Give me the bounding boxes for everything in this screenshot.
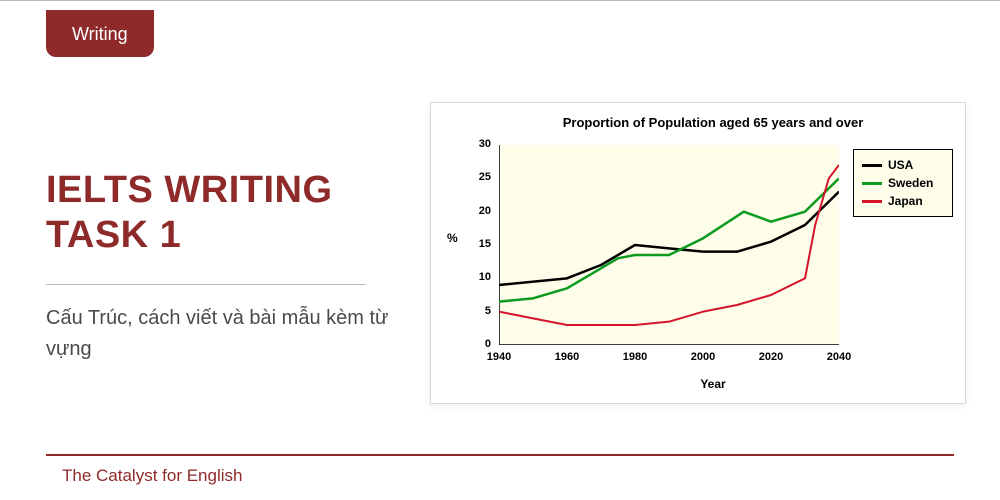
y-tick: 0 — [471, 338, 491, 350]
x-axis-label: Year — [431, 377, 965, 391]
y-tick: 20 — [471, 205, 491, 217]
legend-swatch — [862, 200, 882, 203]
chart-title: Proportion of Population aged 65 years a… — [431, 115, 965, 130]
y-tick: 10 — [471, 271, 491, 283]
headline-block: IELTS WRITING TASK 1 Cấu Trúc, cách viết… — [46, 168, 406, 365]
y-axis-label: % — [447, 231, 458, 245]
legend-item: Japan — [862, 192, 944, 210]
legend-label: Japan — [888, 194, 923, 208]
chart-card: Proportion of Population aged 65 years a… — [430, 102, 966, 404]
legend-swatch — [862, 182, 882, 185]
chart-svg — [499, 145, 839, 345]
y-tick: 25 — [471, 171, 491, 183]
y-tick: 30 — [471, 138, 491, 150]
y-tick: 15 — [471, 238, 491, 250]
subtitle: Cấu Trúc, cách viết và bài mẫu kèm từ vự… — [46, 303, 406, 365]
footer-line — [46, 454, 954, 456]
x-tick: 1940 — [483, 351, 515, 363]
footer-text: The Catalyst for English — [62, 466, 242, 486]
legend-swatch — [862, 164, 882, 167]
x-tick: 2020 — [755, 351, 787, 363]
x-tick: 1960 — [551, 351, 583, 363]
legend-item: USA — [862, 156, 944, 174]
title-divider — [46, 284, 366, 285]
legend-item: Sweden — [862, 174, 944, 192]
category-badge: Writing — [46, 10, 154, 57]
legend-label: USA — [888, 158, 913, 172]
page-title: IELTS WRITING TASK 1 — [46, 168, 406, 258]
legend-label: Sweden — [888, 176, 933, 190]
chart-legend: USA Sweden Japan — [853, 149, 953, 217]
x-tick: 2000 — [687, 351, 719, 363]
top-border — [0, 0, 1000, 1]
x-tick: 2040 — [823, 351, 855, 363]
x-tick: 1980 — [619, 351, 651, 363]
y-tick: 5 — [471, 305, 491, 317]
category-badge-label: Writing — [72, 24, 128, 44]
chart-plot-area — [499, 145, 839, 345]
